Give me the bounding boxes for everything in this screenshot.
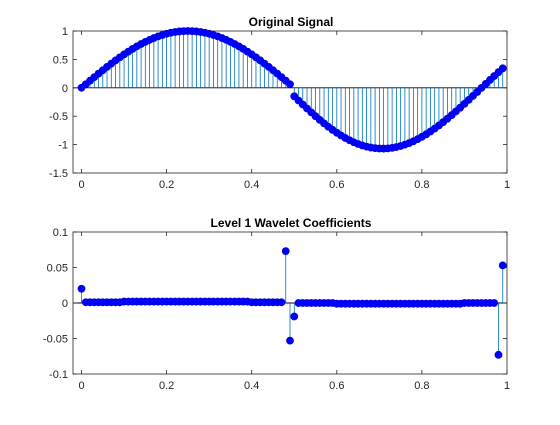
x-tick-label: 0.4 bbox=[244, 179, 259, 191]
x-tick-label: 0.6 bbox=[329, 380, 344, 392]
x-tick-label: 0.6 bbox=[329, 179, 344, 191]
y-tick-label: 0 bbox=[62, 298, 68, 310]
data-point bbox=[494, 350, 503, 359]
data-point bbox=[277, 298, 286, 307]
chart-title: Level 1 Wavelet Coefficients bbox=[211, 216, 372, 230]
y-tick-label: -1 bbox=[58, 140, 68, 152]
data-point bbox=[281, 247, 290, 256]
x-tick-label: 0 bbox=[78, 380, 84, 392]
x-tick-label: 0.2 bbox=[159, 179, 174, 191]
data-point bbox=[286, 80, 294, 89]
y-tick-label: 0.05 bbox=[47, 263, 68, 275]
y-tick-label: -0.5 bbox=[49, 111, 68, 123]
x-tick-label: 0.8 bbox=[414, 179, 429, 191]
x-tick-label: 1 bbox=[504, 380, 510, 392]
x-tick-label: 0.8 bbox=[414, 380, 429, 392]
subplot-level1-coefficients: 0 0.2 0.4 0.6 0.8 1 -0.1 -0.05 0 0.05 0.1 Level 1 W… bbox=[43, 216, 510, 392]
y-tick-label: 1 bbox=[62, 26, 68, 38]
data-point bbox=[490, 299, 499, 307]
data-point bbox=[77, 284, 86, 293]
y-tick-label: 0 bbox=[62, 83, 68, 95]
y-tick-label: -0.05 bbox=[43, 334, 68, 346]
data-point bbox=[286, 336, 294, 345]
subplot-original-signal: 0 0.2 0.4 0.6 0.8 1 -1.5 -1 -0.5 0 0.5 1 Original Si… bbox=[49, 15, 510, 191]
y-tick-label: -1.5 bbox=[49, 168, 68, 180]
data-point bbox=[498, 261, 507, 270]
axes-box bbox=[72, 30, 508, 174]
y-tick-label: 0.1 bbox=[53, 227, 68, 239]
x-tick-label: 0.4 bbox=[244, 380, 259, 392]
chart-title: Original Signal bbox=[249, 15, 334, 29]
x-tick-label: 1 bbox=[504, 179, 510, 191]
y-tick-label: -0.1 bbox=[49, 369, 68, 381]
y-tick-label: 0.5 bbox=[53, 54, 68, 66]
x-tick-label: 0 bbox=[78, 179, 84, 191]
data-point bbox=[290, 312, 299, 321]
data-point bbox=[498, 64, 507, 73]
x-tick-label: 0.2 bbox=[159, 380, 174, 392]
